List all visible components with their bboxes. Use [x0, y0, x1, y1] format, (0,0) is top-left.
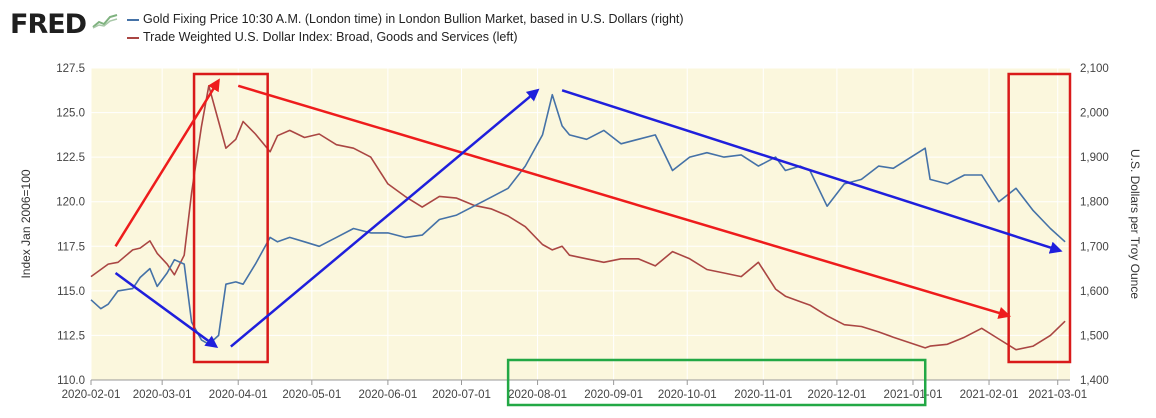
x-tick-label: 2020-08-01 [508, 389, 567, 401]
x-tick-label: 2021-02-01 [960, 389, 1019, 401]
y2-tick-label: 1,400 [1080, 375, 1109, 387]
legend-swatch-gold [127, 18, 139, 21]
y-tick-label: 112.5 [57, 330, 85, 342]
x-tick-label: 2020-07-01 [432, 389, 491, 401]
y2-tick-label: 1,800 [1080, 197, 1109, 209]
legend-label-gold: Gold Fixing Price 10:30 A.M. (London tim… [143, 12, 684, 26]
fred-logo[interactable]: FRED [10, 9, 87, 40]
y-tick-label: 115.0 [57, 286, 85, 298]
x-tick-label: 2021-01-01 [884, 389, 943, 401]
y-tick-label: 127.5 [56, 63, 85, 75]
y-tick-label: 120.0 [56, 197, 85, 209]
red-highlight-box [192, 72, 269, 364]
x-tick-label: 2020-05-01 [282, 389, 341, 401]
y2-tick-label: 1,700 [1080, 241, 1109, 253]
blue-trend-arrow [114, 272, 219, 349]
x-tick-label: 2020-10-01 [658, 389, 717, 401]
red-highlight-box [1007, 72, 1072, 364]
annotations [114, 72, 1072, 407]
header: FRED Gold Fixing Price 10:30 A.M. (Londo… [0, 0, 1156, 52]
blue-trend-arrow [230, 88, 540, 348]
x-tick-label: 2020-06-01 [358, 389, 417, 401]
y2-tick-label: 1,900 [1080, 152, 1109, 164]
y-tick-label: 125.0 [56, 108, 85, 120]
green-highlight-box [506, 358, 927, 407]
y2-tick-label: 1,500 [1080, 330, 1109, 342]
legend-swatch-dollar-index [127, 36, 139, 39]
x-tick-label: 2020-04-01 [209, 389, 268, 401]
y-tick-label: 117.5 [57, 241, 85, 253]
x-axis: 2020-02-01 2020-03-01 2020-04-01 2020-05-01… [62, 379, 1087, 401]
x-tick-label: 2020-03-01 [133, 389, 192, 401]
x-tick-label: 2020-11-01 [734, 389, 792, 401]
blue-trend-arrow [561, 89, 1063, 254]
gridlines [90, 67, 1070, 381]
y-axis-left-label: Index Jan 2006=100 [19, 169, 33, 278]
y-axis-right: 1,400 1,500 1,600 1,700 1,800 1,900 2,000 2,100 [1080, 63, 1109, 387]
legend-label-dollar-index: Trade Weighted U.S. Dollar Index: Broad,… [143, 30, 518, 44]
y-axis-left: 110.0 112.5 115.0 117.5 120.0 122.5 125.0 127.5 [56, 63, 85, 387]
x-tick-label: 2020-12-01 [807, 389, 866, 401]
red-trend-arrow [237, 84, 1012, 319]
x-tick-label: 2020-02-01 [62, 389, 121, 401]
legend-item-gold[interactable]: Gold Fixing Price 10:30 A.M. (London tim… [127, 12, 684, 26]
y2-tick-label: 1,600 [1080, 286, 1109, 298]
y2-tick-label: 2,100 [1080, 63, 1109, 75]
y-axis-right-label: U.S. Dollars per Troy Ounce [1128, 149, 1142, 299]
y2-tick-label: 2,000 [1080, 108, 1109, 120]
fred-logo-graph-icon [92, 13, 118, 29]
dollar-index-line [90, 85, 1066, 351]
y-tick-label: 122.5 [56, 152, 85, 164]
red-trend-arrow [114, 78, 220, 247]
x-tick-label: 2021-03-01 [1028, 389, 1087, 401]
x-tick-label: 2020-09-01 [584, 389, 643, 401]
legend-item-dollar-index[interactable]: Trade Weighted U.S. Dollar Index: Broad,… [127, 30, 517, 44]
y-tick-label: 110.0 [57, 375, 85, 387]
